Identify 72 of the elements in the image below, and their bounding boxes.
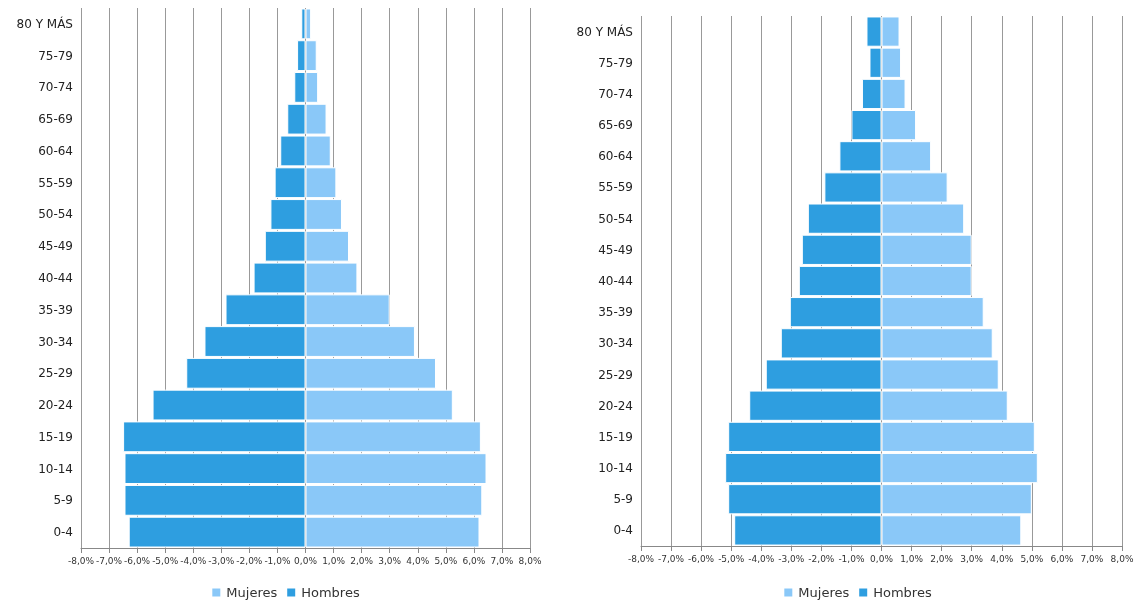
x-tick-label: 0,0% <box>294 555 318 566</box>
y-tick-label: 15-19 <box>598 429 633 444</box>
x-tick-label: 6,0% <box>462 555 486 566</box>
x-tick-label: -3,0% <box>208 555 235 566</box>
y-tick-label: 60-64 <box>598 149 633 164</box>
x-tick-label: -8,0% <box>67 555 95 566</box>
y-tick-label: 25-29 <box>38 366 73 381</box>
x-tick-label: -6,0% <box>124 555 151 566</box>
y-tick-label: 30-34 <box>38 334 73 349</box>
y-tick-label: 75-79 <box>38 48 73 63</box>
x-tick-label: 5,0% <box>434 555 458 566</box>
x-tick-label: 2,0% <box>930 553 954 564</box>
y-tick-label: 5-9 <box>53 493 73 508</box>
x-tick-label: 8,0% <box>518 555 542 566</box>
x-tick-label: -6,0% <box>688 553 715 564</box>
y-tick-label: 10-14 <box>598 461 633 476</box>
y-tick-label: 25-29 <box>598 367 633 382</box>
y-tick-label: 80 Y MÁS <box>16 15 73 31</box>
x-tick-label: -1,0% <box>838 553 865 564</box>
x-tick-label: -5,0% <box>152 555 179 566</box>
y-tick-label: 0-4 <box>613 523 633 538</box>
x-tick-label: -4,0% <box>180 555 207 566</box>
x-tick-label: 3,0% <box>378 555 402 566</box>
x-tick-label: -7,0% <box>96 555 123 566</box>
y-tick-label: 55-59 <box>598 180 633 195</box>
y-tick-label: 75-79 <box>598 55 633 70</box>
x-tick-label: 4,0% <box>406 555 430 566</box>
x-tick-label: 7,0% <box>490 555 514 566</box>
y-tick-label: 0-4 <box>53 525 73 540</box>
x-tick-label: 5,0% <box>1020 553 1044 564</box>
x-tick-label: 3,0% <box>960 553 984 564</box>
y-tick-label: 80 Y MÁS <box>576 23 633 39</box>
x-tick-label: 0,0% <box>870 553 894 564</box>
y-tick-label: 50-54 <box>38 207 73 222</box>
x-tick-label: -5,0% <box>718 553 745 564</box>
x-tick-label: -3,0% <box>778 553 805 564</box>
y-tick-label: 45-49 <box>598 242 633 257</box>
legend-label: Mujeres <box>798 585 850 600</box>
y-tick-label: 50-54 <box>598 211 633 226</box>
y-tick-label: 20-24 <box>598 398 633 413</box>
x-tick-label: 7,0% <box>1080 553 1104 564</box>
y-tick-label: 45-49 <box>38 239 73 254</box>
x-tick-label: -7,0% <box>658 553 685 564</box>
legend-label: Hombres <box>873 585 932 600</box>
x-tick-label: -1,0% <box>264 555 291 566</box>
x-tick-label: -2,0% <box>236 555 263 566</box>
legend-label: Mujeres <box>226 585 278 600</box>
y-tick-label: 60-64 <box>38 143 73 158</box>
x-tick-label: -2,0% <box>808 553 835 564</box>
y-tick-label: 10-14 <box>38 461 73 476</box>
x-tick-label: 8,0% <box>1110 553 1134 564</box>
y-tick-label: 70-74 <box>38 80 73 95</box>
x-tick-label: 4,0% <box>990 553 1014 564</box>
y-tick-label: 30-34 <box>598 336 633 351</box>
y-tick-label: 5-9 <box>613 492 633 507</box>
y-tick-label: 20-24 <box>38 398 73 413</box>
y-tick-label: 40-44 <box>38 271 73 285</box>
y-tick-label: 35-39 <box>598 305 633 320</box>
x-tick-label: 2,0% <box>350 555 374 566</box>
y-tick-label: 65-69 <box>38 112 73 127</box>
y-tick-label: 35-39 <box>38 302 73 317</box>
x-tick-label: -4,0% <box>748 553 775 564</box>
y-tick-label: 55-59 <box>38 175 73 190</box>
x-tick-label: 1,0% <box>900 553 924 564</box>
y-tick-label: 40-44 <box>598 274 633 288</box>
x-tick-label: 1,0% <box>322 555 346 566</box>
y-tick-label: 65-69 <box>598 118 633 133</box>
x-tick-label: 6,0% <box>1050 553 1074 564</box>
y-tick-label: 70-74 <box>598 86 633 101</box>
y-tick-label: 15-19 <box>38 429 73 444</box>
x-tick-label: -8,0% <box>627 553 655 564</box>
legend-label: Hombres <box>301 585 360 600</box>
